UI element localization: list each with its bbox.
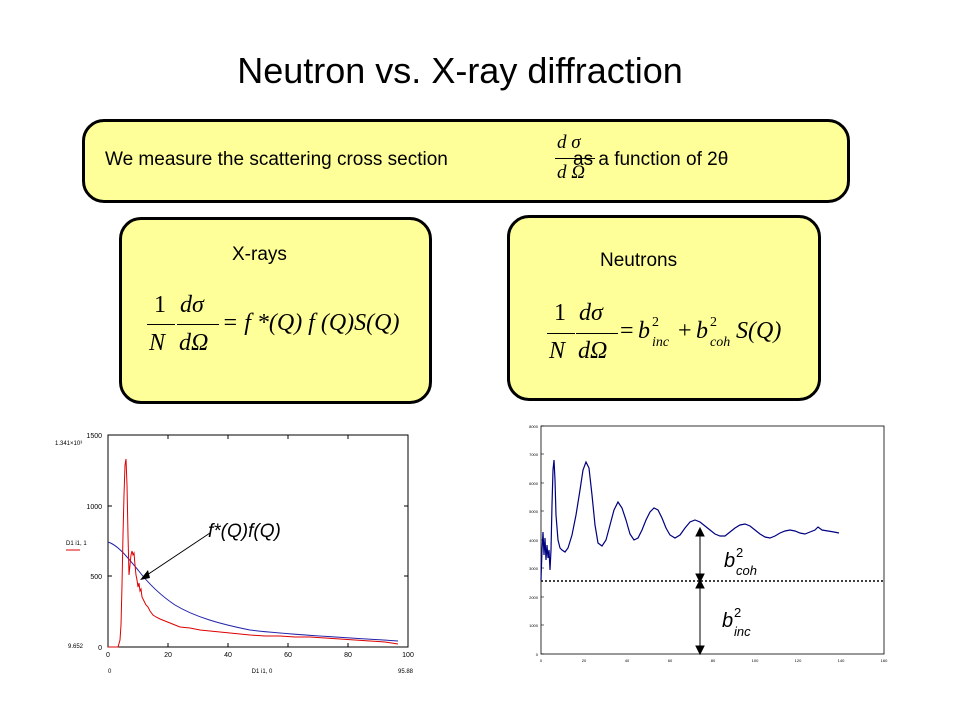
neutron-eq-b-inc-sub: inc [652, 335, 670, 350]
neutron-eq-frac1-line [547, 333, 575, 334]
right-ytick-0: 0 [536, 652, 539, 657]
xray-eq-frac1-line [147, 324, 175, 325]
right-xtick-160: 160 [881, 658, 888, 663]
cross-section-fraction-line [555, 158, 595, 159]
xray-eq-frac2-line [177, 324, 219, 325]
neutron-structure-factor-plot: 0 1000 2000 3000 4000 5000 6000 7000 800… [529, 424, 888, 663]
left-legend-label: D1 i1, 1 [66, 541, 87, 547]
left-xaxis-label: D1 i1, 0 [252, 669, 273, 675]
xray-eq-domega: dΩ [179, 330, 209, 356]
neutron-label: Neutrons [600, 250, 678, 271]
inc-label-sup: 2 [734, 605, 741, 620]
right-xtick-40: 40 [625, 658, 630, 663]
left-ymax-label: 1.341×10³ [55, 441, 82, 447]
left-xtick-40: 40 [224, 652, 232, 659]
left-series-form-factor-fit [107, 541, 399, 642]
left-ymin-label: 9.652 [68, 644, 84, 650]
neutron-eq-n: N [549, 338, 566, 364]
right-xtick-0: 0 [540, 658, 543, 663]
right-xtick-120: 120 [795, 658, 802, 663]
left-annotation-arrowhead [140, 570, 150, 580]
right-plot-frame [540, 425, 885, 655]
right-xtick-140: 140 [838, 658, 845, 663]
coh-label-sub: coh [736, 563, 757, 578]
right-ytick-8000: 8000 [529, 424, 539, 429]
left-annotation-label: f*(Q)f(Q) [208, 521, 281, 542]
neutron-eq-dsigma: dσ [579, 300, 603, 326]
measurement-box: We measure the scattering cross section … [82, 119, 850, 203]
left-xmax-label: 95.88 [398, 669, 414, 675]
measurement-text-after: as a function of 2θ [573, 149, 729, 170]
right-ytick-4000: 4000 [529, 538, 539, 543]
cross-section-denominator: d Ω [557, 162, 585, 183]
left-annotation-arrow [143, 532, 211, 578]
inc-double-arrow [695, 578, 705, 656]
right-ytick-7000: 7000 [529, 452, 539, 457]
right-ytick-2000: 2000 [529, 595, 539, 600]
right-series-structure-factor [540, 459, 840, 581]
neutron-eq-frac2-line [576, 333, 618, 334]
left-xtick-80: 80 [344, 652, 352, 659]
right-ytick-1000: 1000 [529, 623, 539, 628]
left-plot-frame [107, 434, 409, 648]
left-xtick-20: 20 [164, 652, 172, 659]
left-ytick-500: 500 [90, 574, 102, 581]
left-ytick-0: 0 [98, 645, 102, 652]
xray-label: X-rays [232, 244, 287, 265]
inc-label: b [722, 610, 733, 632]
inc-label-sub: inc [734, 624, 751, 639]
neutron-eq-b-inc: b [638, 318, 650, 344]
neutron-eq-sq: S(Q) [736, 318, 782, 344]
left-ytick-1500: 1500 [86, 433, 102, 440]
coh-double-arrow [695, 526, 705, 584]
right-xtick-60: 60 [668, 658, 673, 663]
xray-eq-one: 1 [154, 292, 166, 318]
right-xtick-100: 100 [752, 658, 759, 663]
xray-box: X-rays 1 N dσ dΩ = f *(Q) f (Q)S(Q) [119, 217, 432, 404]
xray-eq-n: N [149, 330, 166, 356]
neutron-eq-one: 1 [554, 300, 566, 326]
measurement-text-before: We measure the scattering cross section [105, 149, 448, 170]
neutron-eq-b-inc-sup: 2 [652, 315, 659, 330]
left-xtick-60: 60 [284, 652, 292, 659]
neutron-eq-domega: dΩ [578, 338, 608, 364]
neutron-eq-b-coh: b [696, 318, 708, 344]
slide-title: Neutron vs. X-ray diffraction [237, 50, 683, 91]
xray-eq-rhs: = f *(Q) f (Q)S(Q) [222, 310, 400, 336]
left-xtick-100: 100 [402, 652, 414, 659]
coh-label-sup: 2 [736, 545, 743, 560]
right-ytick-6000: 6000 [529, 481, 539, 486]
cross-section-numerator: d σ [557, 132, 581, 153]
right-xtick-20: 20 [582, 658, 587, 663]
coh-label: b [724, 550, 735, 572]
neutron-box: Neutrons 1 N dσ dΩ = b 2 inc + b 2 coh S… [507, 215, 821, 401]
right-ytick-3000: 3000 [529, 566, 539, 571]
xray-form-factor-plot: 0 500 1000 1500 0 20 40 60 80 100 1.341×… [55, 433, 414, 675]
neutron-eq-b-coh-sup: 2 [710, 315, 717, 330]
right-ytick-5000: 5000 [529, 509, 539, 514]
xray-eq-dsigma: dσ [180, 292, 204, 318]
left-xtick-0: 0 [106, 652, 110, 659]
neutron-eq-plus: + [678, 318, 692, 344]
left-ytick-1000: 1000 [86, 504, 102, 511]
right-xtick-80: 80 [711, 658, 716, 663]
left-xmin-label: 0 [108, 669, 112, 675]
neutron-eq-b-coh-sub: coh [710, 335, 731, 350]
neutron-eq-equals: = [620, 318, 634, 344]
left-series-measured-data [108, 458, 399, 648]
